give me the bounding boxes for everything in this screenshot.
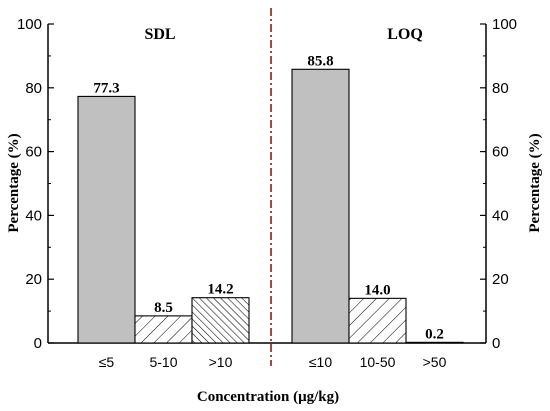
y-tick-label-right: 40 [492, 207, 509, 224]
y-tick-label-left: 20 [25, 271, 42, 288]
y-tick-label-right: 100 [492, 16, 517, 33]
y-tick-label-right: 60 [492, 144, 509, 161]
y-axis-title-left: Percentage (%) [6, 133, 22, 232]
data-label-loq-1: 85.8 [307, 53, 333, 69]
category-label-loq-3: >50 [423, 354, 447, 370]
y-tick-label-left: 60 [25, 144, 42, 161]
y-tick-label-left: 40 [25, 207, 42, 224]
data-label-sdl-1: 77.3 [93, 80, 119, 96]
bar-loq-2 [348, 297, 407, 344]
y-axis-title-right: Percentage (%) [527, 133, 543, 232]
y-tick-label-left: 100 [17, 16, 42, 33]
y-tick-label-left: 80 [25, 80, 42, 97]
data-label-sdl-2: 8.5 [154, 300, 173, 316]
y-tick-label-right: 0 [492, 335, 500, 352]
y-tick-label-right: 80 [492, 80, 509, 97]
panel-title-right: LOQ [387, 26, 423, 43]
bar-sdl-3 [191, 297, 250, 344]
category-label-loq-1: ≤10 [309, 354, 332, 370]
y-tick-label-left: 0 [34, 335, 42, 352]
bar-loq-1 [291, 68, 350, 344]
panel-title-left: SDL [144, 26, 175, 43]
data-label-sdl-3: 14.2 [207, 282, 233, 298]
category-label-sdl-3: >10 [209, 354, 233, 370]
x-axis-title: Concentration (μg/kg) [197, 389, 339, 405]
category-label-sdl-1: ≤5 [99, 354, 115, 370]
bar-sdl-1 [77, 95, 136, 344]
bar-loq-3 [405, 341, 464, 344]
category-label-loq-2: 10-50 [360, 354, 396, 370]
y-tick-label-right: 20 [492, 271, 509, 288]
category-label-sdl-2: 5-10 [149, 354, 177, 370]
bar-sdl-2 [134, 315, 193, 344]
data-label-loq-2: 14.0 [364, 282, 390, 298]
data-label-loq-3: 0.2 [425, 326, 444, 342]
